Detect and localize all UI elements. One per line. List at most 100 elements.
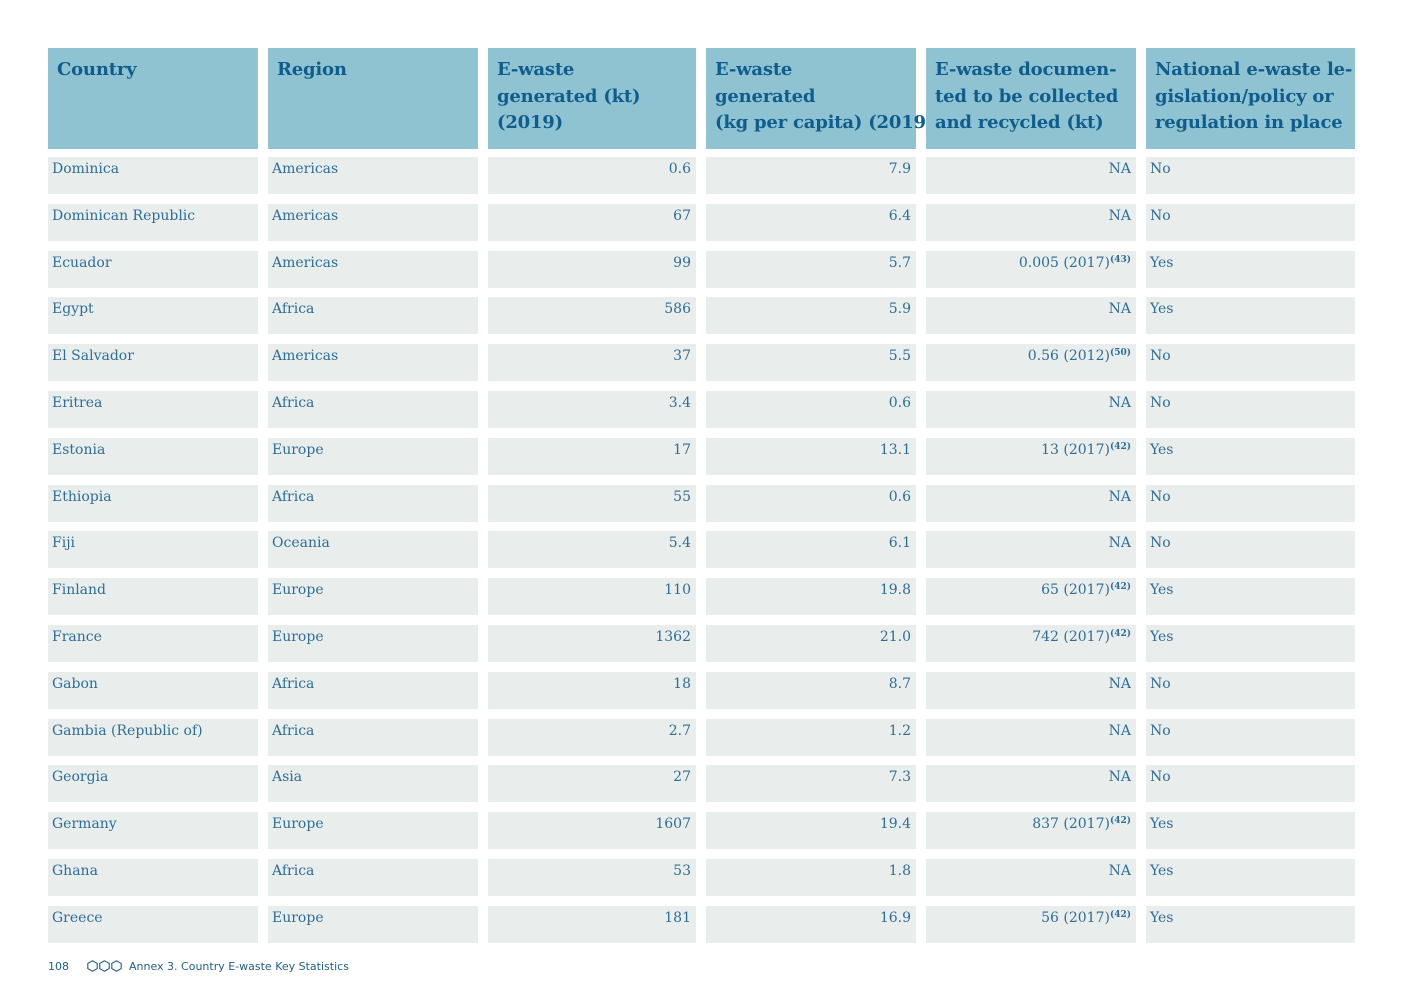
cell-region-text: Asia [272, 769, 303, 786]
header-line: Region [277, 59, 347, 80]
cell-collected: NA [926, 858, 1136, 896]
cell-generated-kt-text: 27 [673, 769, 691, 786]
cell-region: Africa [268, 858, 478, 896]
cell-generated-kt-text: 3.4 [668, 394, 691, 411]
cell-per-capita-text: 7.9 [888, 161, 911, 177]
cell-generated-kt-text: 181 [664, 909, 691, 926]
cell-country-text: Eritrea [52, 394, 103, 411]
page-footer: 108 Annex 3. Country E-waste Key Statist… [48, 958, 349, 974]
cell-region: Americas [268, 250, 478, 288]
cell-country-text: France [52, 628, 102, 645]
cell-per-capita-text: 0.6 [888, 488, 911, 505]
cell-collected-text: NA [1108, 675, 1131, 692]
cell-country-text: Georgia [52, 769, 109, 786]
cell-region-text: Africa [272, 722, 315, 739]
header-line: ted to be collected [935, 85, 1119, 107]
cell-legislation-text: Yes [1150, 862, 1174, 879]
table-row: Eritrea Africa 3.4 0.6 NA No [48, 390, 1355, 428]
cell-generated-kt: 53 [488, 858, 696, 896]
table-row: Dominican Republic Americas 67 6.4 NA No [48, 203, 1355, 241]
table-row: Ecuador Americas 99 5.7 0.005 (2017)(43) Yes [48, 250, 1355, 288]
cell-per-capita: 1.8 [706, 858, 916, 896]
cell-country: Eritrea [48, 390, 258, 428]
header-ewaste-per-capita: E-waste generated (kg per capita) (2019) [706, 48, 934, 149]
cell-collected-text: NA [1108, 488, 1131, 505]
cell-collected: 0.56 (2012)(50) [926, 344, 1136, 382]
cell-country: Georgia [48, 765, 258, 803]
cell-region-text: Africa [272, 301, 315, 318]
table-row: Germany Europe 1607 19.4 837 (2017)(42) Yes [48, 812, 1355, 850]
cell-legislation-text: No [1150, 161, 1171, 177]
header-region: Region [268, 48, 478, 149]
cell-collected-text: 742 (2017) [1032, 628, 1110, 645]
cell-collected-text: 837 (2017) [1032, 816, 1110, 833]
cell-legislation-text: Yes [1150, 816, 1174, 833]
cell-collected: 742 (2017)(42) [926, 624, 1136, 662]
cell-collected: NA [926, 203, 1136, 241]
table-row: France Europe 1362 21.0 742 (2017)(42) Yes [48, 624, 1355, 662]
cell-generated-kt: 17 [488, 437, 696, 475]
cell-legislation-text: No [1150, 722, 1171, 739]
cell-generated-kt: 110 [488, 578, 696, 616]
cell-legislation: No [1146, 671, 1355, 709]
cell-region: Europe [268, 905, 478, 943]
cell-region: Europe [268, 624, 478, 662]
cell-per-capita: 1.2 [706, 718, 916, 756]
cell-collected-text: NA [1108, 862, 1131, 879]
cell-region: Americas [268, 157, 478, 194]
cell-collected: NA [926, 531, 1136, 569]
cell-legislation: No [1146, 203, 1355, 241]
cell-collected: 13 (2017)(42) [926, 437, 1136, 475]
cell-legislation: No [1146, 390, 1355, 428]
cell-legislation: No [1146, 531, 1355, 569]
cell-per-capita-text: 6.1 [888, 535, 911, 552]
cell-country-text: Egypt [52, 301, 94, 318]
cell-legislation-text: No [1150, 769, 1171, 786]
cell-legislation: Yes [1146, 624, 1355, 662]
cell-legislation-text: Yes [1150, 441, 1174, 458]
cell-region-text: Africa [272, 675, 315, 692]
header-line: regulation in place [1155, 112, 1343, 133]
cell-country-text: Ecuador [52, 254, 112, 271]
header-line: E-waste documen- [935, 59, 1117, 80]
cell-legislation: Yes [1146, 297, 1355, 335]
cell-generated-kt: 0.6 [488, 157, 696, 194]
cell-region: Europe [268, 578, 478, 616]
table-header-row: Country Region E-waste generated (kt) (2019)… [48, 48, 1355, 149]
cell-region-text: Europe [272, 441, 324, 458]
cell-per-capita-text: 8.7 [888, 675, 911, 692]
cell-collected: 56 (2017)(42) [926, 905, 1136, 943]
cell-country: Dominica [48, 157, 258, 194]
cell-legislation: Yes [1146, 812, 1355, 850]
cell-collected: NA [926, 718, 1136, 756]
cell-per-capita: 5.5 [706, 344, 916, 382]
cell-generated-kt-text: 17 [673, 441, 691, 458]
cell-country: Ecuador [48, 250, 258, 288]
cell-legislation-text: Yes [1150, 301, 1174, 318]
table-row: Fiji Oceania 5.4 6.1 NA No [48, 531, 1355, 569]
cell-country-text: Ethiopia [52, 488, 112, 505]
cell-legislation-text: Yes [1150, 909, 1174, 926]
header-line: gislation/policy or [1155, 85, 1334, 107]
cell-legislation-text: No [1150, 207, 1171, 224]
cell-country: Dominican Republic [48, 203, 258, 241]
table-body: Dominica Americas 0.6 7.9 NA No Dominican Repu… [48, 157, 1355, 943]
cell-legislation: No [1146, 718, 1355, 756]
cell-collected-text: NA [1108, 722, 1131, 739]
cell-per-capita-text: 5.7 [888, 254, 911, 271]
cell-legislation: Yes [1146, 858, 1355, 896]
cell-generated-kt-text: 99 [673, 254, 691, 271]
header-legislation: National e-waste le-gislation/policy or r… [1146, 48, 1355, 149]
cell-legislation-text: No [1150, 348, 1171, 365]
cell-generated-kt-text: 110 [664, 582, 691, 599]
cell-generated-kt: 37 [488, 344, 696, 382]
cell-per-capita-text: 1.8 [888, 862, 911, 879]
header-country: Country [48, 48, 258, 149]
cell-collected-text: NA [1108, 769, 1131, 786]
cell-per-capita-text: 1.2 [888, 722, 911, 739]
reference-note: (42) [1109, 441, 1131, 452]
cell-per-capita: 13.1 [706, 437, 916, 475]
cell-country: Gabon [48, 671, 258, 709]
cell-per-capita: 7.9 [706, 157, 916, 194]
cell-region: Africa [268, 390, 478, 428]
